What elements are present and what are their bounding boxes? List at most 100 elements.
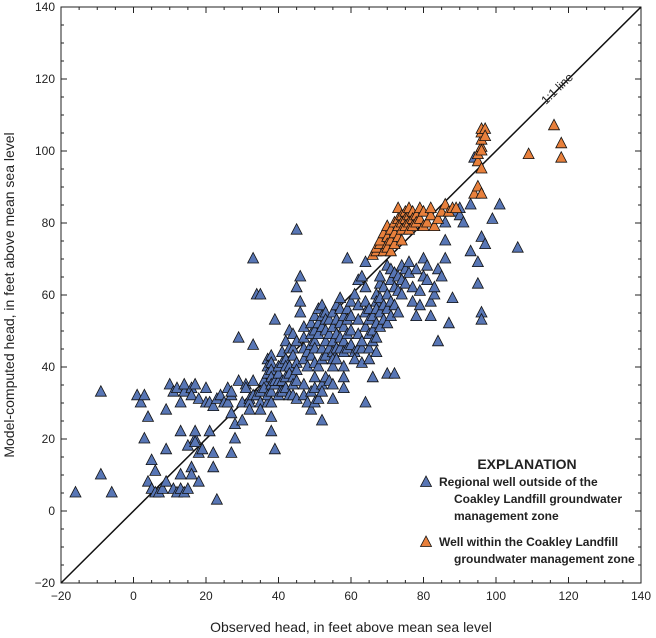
x-tick-label: 20 bbox=[199, 589, 213, 603]
regional-well-point bbox=[94, 467, 108, 480]
management-zone-well-point bbox=[471, 154, 485, 167]
regional-well-point bbox=[188, 435, 202, 447]
regional-well-point bbox=[254, 287, 267, 300]
regional-well-point bbox=[377, 280, 390, 293]
regional-well-point bbox=[486, 212, 499, 224]
regional-well-point bbox=[94, 384, 108, 397]
regional-well-point bbox=[439, 251, 452, 264]
regional-well-point bbox=[199, 381, 213, 393]
regional-well-point bbox=[246, 338, 260, 350]
regional-well-point bbox=[471, 276, 485, 289]
regional-well-point bbox=[442, 316, 456, 329]
regional-well-point bbox=[341, 251, 354, 264]
legend-regional-line-3: management zone bbox=[454, 509, 559, 523]
x-tick-label: 60 bbox=[344, 589, 358, 603]
x-tick-label: 100 bbox=[486, 589, 506, 603]
regional-well-point bbox=[138, 388, 151, 401]
management-zone-well-point bbox=[395, 233, 408, 246]
y-tick-label: 0 bbox=[48, 504, 55, 518]
regional-well-point bbox=[315, 384, 329, 397]
regional-well-point bbox=[381, 316, 394, 329]
legend-regional-line-2: Coakley Landfill groundwater bbox=[454, 492, 622, 506]
regional-well-point bbox=[337, 320, 350, 332]
regional-well-point bbox=[370, 330, 383, 343]
regional-well-point bbox=[239, 381, 253, 393]
regional-well-point bbox=[370, 345, 383, 357]
regional-well-point bbox=[471, 255, 485, 267]
regional-well-point bbox=[207, 399, 220, 411]
y-tick-label: 100 bbox=[35, 144, 55, 158]
management-zone-well-point bbox=[555, 136, 568, 149]
regional-well-point bbox=[232, 374, 245, 386]
regional-well-point bbox=[174, 395, 187, 408]
regional-well-point bbox=[362, 352, 376, 365]
y-tick-label: 120 bbox=[35, 72, 55, 86]
regional-well-point bbox=[207, 446, 220, 458]
regional-well-point bbox=[395, 287, 408, 300]
regional-well-point bbox=[174, 424, 187, 437]
regional-well-point bbox=[348, 352, 361, 365]
regional-well-point bbox=[207, 460, 220, 473]
management-zone-well-point bbox=[475, 143, 488, 156]
legend-within-line-2: groundwater management zone bbox=[454, 552, 635, 566]
regional-well-point bbox=[446, 291, 459, 303]
regional-well-point bbox=[417, 251, 430, 264]
regional-well-point bbox=[420, 273, 434, 285]
regional-well-point bbox=[185, 388, 198, 401]
regional-well-point bbox=[225, 406, 238, 419]
data-points bbox=[69, 118, 568, 505]
regional-well-point bbox=[428, 280, 441, 293]
management-zone-well-point bbox=[391, 201, 405, 213]
regional-well-point bbox=[359, 280, 372, 293]
y-axis-title: Model-computed head, in feet above mean … bbox=[1, 132, 17, 457]
x-axis-title: Observed head, in feet above mean sea le… bbox=[210, 619, 492, 635]
y-tick-label: 80 bbox=[42, 216, 56, 230]
regional-well-point bbox=[286, 327, 300, 339]
legend: EXPLANATION Regional well outside of the… bbox=[419, 456, 635, 566]
management-zone-well-point bbox=[439, 197, 452, 210]
y-tick-label: −20 bbox=[35, 576, 56, 590]
regional-well-point bbox=[410, 309, 423, 321]
regional-well-point bbox=[185, 467, 198, 480]
regional-well-point bbox=[159, 402, 173, 415]
regional-well-point bbox=[159, 442, 173, 455]
regional-well-point bbox=[228, 431, 242, 444]
regional-well-point bbox=[373, 269, 387, 282]
regional-well-point bbox=[359, 255, 372, 267]
regional-well-point bbox=[141, 410, 155, 422]
regional-well-point bbox=[304, 348, 318, 361]
y-tick-label: 140 bbox=[35, 0, 55, 14]
regional-well-point bbox=[428, 287, 441, 300]
regional-well-point bbox=[420, 258, 434, 271]
regional-well-point bbox=[149, 464, 162, 476]
regional-well-point bbox=[337, 381, 350, 393]
axis-ticks bbox=[60, 6, 642, 584]
regional-well-point bbox=[406, 280, 419, 293]
management-zone-well-point bbox=[547, 118, 561, 131]
regional-well-point bbox=[344, 338, 358, 350]
regional-well-point bbox=[243, 402, 256, 415]
regional-well-point bbox=[181, 482, 195, 494]
regional-well-point bbox=[366, 370, 379, 383]
regional-well-point bbox=[326, 377, 340, 390]
regional-well-point bbox=[290, 222, 303, 235]
management-zone-well-point bbox=[475, 186, 488, 199]
regional-well-point bbox=[435, 269, 448, 282]
regional-well-point bbox=[156, 482, 169, 494]
regional-well-point bbox=[326, 392, 340, 404]
y-tick-label: 20 bbox=[42, 432, 56, 446]
management-zone-well-point bbox=[420, 215, 434, 228]
regional-well-point bbox=[344, 294, 358, 307]
regional-well-point bbox=[344, 309, 358, 321]
regional-well-point bbox=[399, 276, 412, 289]
regional-well-point bbox=[145, 453, 158, 465]
regional-well-point bbox=[279, 334, 292, 347]
regional-well-point bbox=[304, 402, 318, 415]
management-zone-well-point bbox=[424, 201, 437, 213]
regional-well-point bbox=[268, 312, 282, 325]
regional-well-point bbox=[475, 230, 488, 242]
regional-well-point bbox=[312, 392, 325, 404]
regional-well-point bbox=[348, 287, 361, 300]
regional-well-point bbox=[203, 424, 216, 437]
